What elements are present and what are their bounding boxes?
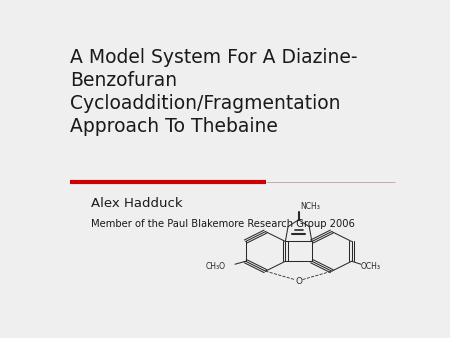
Text: A Model System For A Diazine-
Benzofuran
Cycloaddition/Fragmentation
Approach To: A Model System For A Diazine- Benzofuran… bbox=[70, 48, 358, 136]
Text: Alex Hadduck: Alex Hadduck bbox=[91, 197, 183, 210]
Text: CH₃O: CH₃O bbox=[206, 262, 226, 271]
Text: OCH₃: OCH₃ bbox=[361, 262, 381, 271]
Text: O: O bbox=[295, 276, 302, 286]
Text: Member of the Paul Blakemore Research Group 2006: Member of the Paul Blakemore Research Gr… bbox=[91, 219, 355, 229]
Text: NCH₃: NCH₃ bbox=[301, 202, 320, 211]
